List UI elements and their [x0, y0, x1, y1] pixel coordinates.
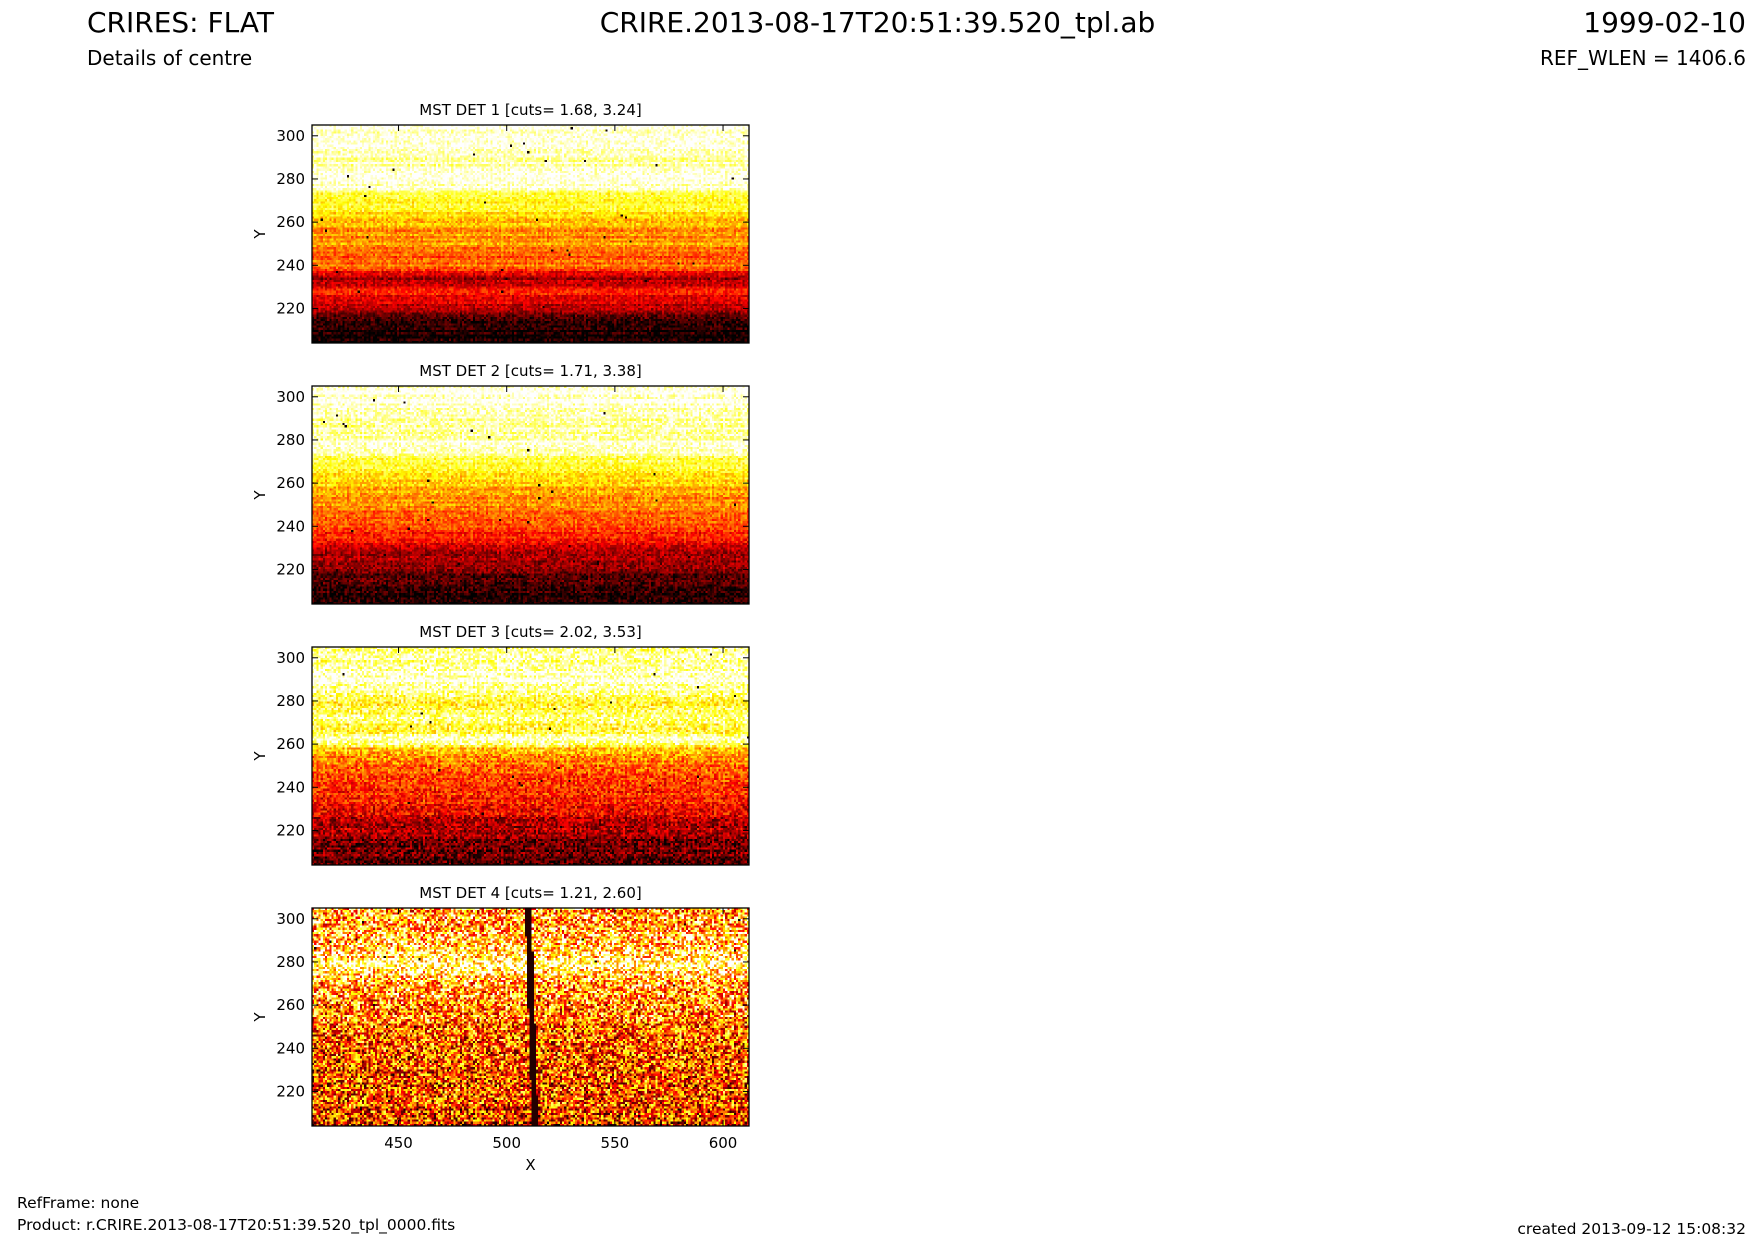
y-tick-label: 220	[276, 821, 305, 839]
plot-frame	[311, 907, 750, 1127]
footer-product: Product: r.CRIRE.2013-08-17T20:51:39.520…	[17, 1216, 456, 1234]
y-axis-label: Y	[251, 490, 269, 501]
y-tick-label: 300	[276, 127, 305, 145]
y-tick-label: 280	[276, 692, 305, 710]
panel-det-2: MST DET 2 [cuts= 1.71, 3.38] 220 240 260 280…	[251, 362, 750, 605]
y-tick-label: 260	[276, 996, 305, 1014]
y-axis-label: Y	[251, 229, 269, 240]
plot-frame	[311, 124, 750, 344]
panel-det-1: MST DET 1 [cuts= 1.68, 3.24] 220 240 260 280…	[251, 101, 750, 344]
title-left: CRIRES: FLAT	[87, 6, 274, 39]
plot-frame	[311, 646, 750, 866]
y-tick-label: 300	[276, 649, 305, 667]
heatmap-image-det-1	[312, 125, 749, 343]
heatmap-image-det-4	[312, 908, 749, 1126]
panel-det-3: MST DET 3 [cuts= 2.02, 3.53] 220 240 260 280…	[251, 623, 750, 866]
title-center: CRIRE.2013-08-17T20:51:39.520_tpl.ab	[599, 6, 1156, 39]
y-tick-label: 240	[276, 778, 305, 796]
footer-refframe: RefFrame: none	[17, 1194, 140, 1212]
y-tick-label: 220	[276, 1082, 305, 1100]
subtitle-left: Details of centre	[87, 46, 253, 70]
plot-frame	[311, 385, 750, 605]
subtitle-right-ref-wlen: REF_WLEN = 1406.6	[1539, 46, 1746, 70]
x-tick-label: 450	[384, 1134, 413, 1152]
y-tick-label: 280	[276, 431, 305, 449]
y-tick-label: 240	[276, 517, 305, 535]
y-axis-label: Y	[251, 1012, 269, 1023]
y-tick-label: 220	[276, 560, 305, 578]
title-right-date: 1999-02-10	[1583, 6, 1746, 39]
x-tick-label: 600	[709, 1134, 738, 1152]
y-tick-label: 300	[276, 388, 305, 406]
plot-title: MST DET 1 [cuts= 1.68, 3.24]	[419, 101, 642, 119]
y-tick-label: 280	[276, 953, 305, 971]
y-axis-label: Y	[251, 751, 269, 762]
footer-created: created 2013-09-12 15:08:32	[1517, 1220, 1746, 1238]
panel-det-4: MST DET 4 [cuts= 1.21, 2.60] 220 240 260 280…	[251, 884, 750, 1174]
y-tick-label: 300	[276, 910, 305, 928]
y-tick-label: 220	[276, 299, 305, 317]
plot-title: MST DET 3 [cuts= 2.02, 3.53]	[419, 623, 642, 641]
heatmap-image-det-2	[312, 386, 749, 604]
plot-title: MST DET 2 [cuts= 1.71, 3.38]	[419, 362, 642, 380]
y-tick-label: 240	[276, 1039, 305, 1057]
y-tick-label: 260	[276, 735, 305, 753]
y-tick-label: 280	[276, 170, 305, 188]
heatmap-image-det-3	[312, 647, 749, 865]
y-tick-label: 240	[276, 256, 305, 274]
x-axis-label: X	[525, 1156, 535, 1174]
x-tick-label: 550	[601, 1134, 630, 1152]
x-tick-label: 500	[492, 1134, 521, 1152]
plot-title: MST DET 4 [cuts= 1.21, 2.60]	[419, 884, 642, 902]
y-tick-label: 260	[276, 474, 305, 492]
y-tick-label: 260	[276, 213, 305, 231]
